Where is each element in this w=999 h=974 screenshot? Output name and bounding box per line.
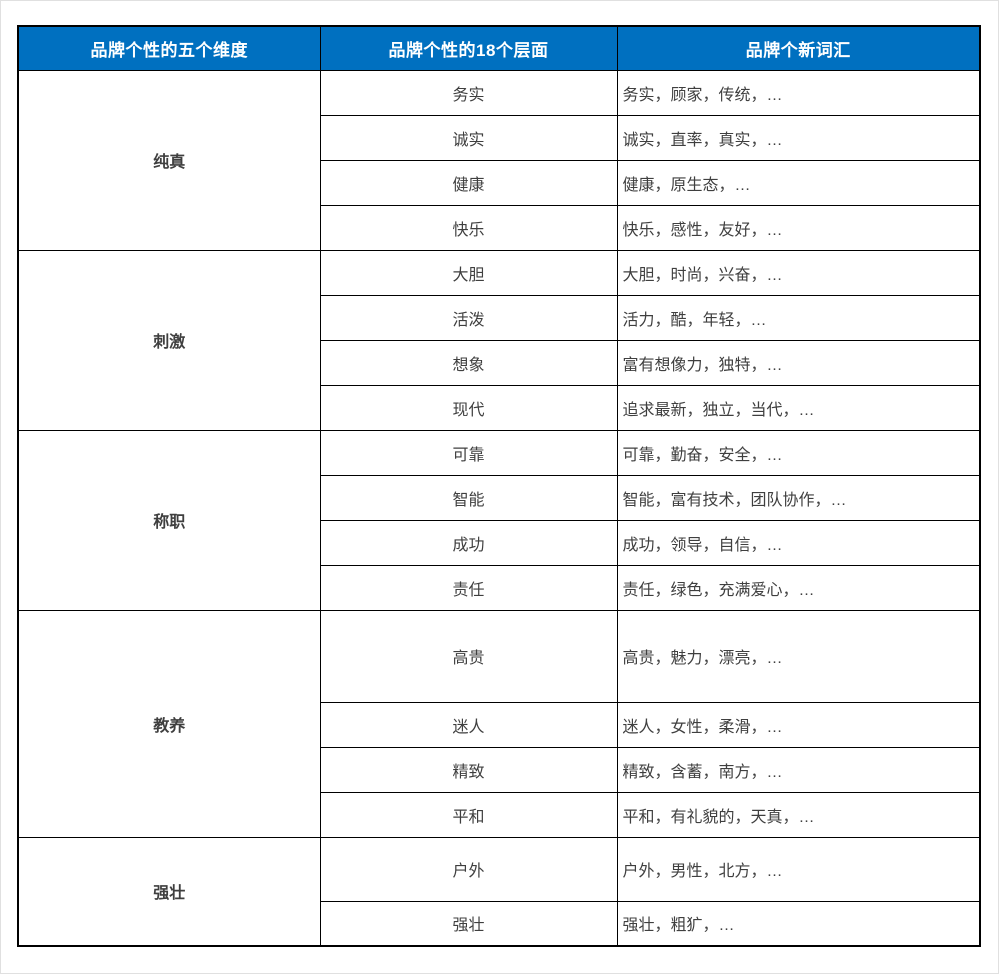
dimension-cell: 称职 [17,429,321,611]
facet-cell: 现代 [319,384,618,431]
words-cell: 活力，酷，年轻，… [616,294,981,341]
words-cell: 智能，富有技术，团队协作，… [616,474,981,521]
table-row: 想象 富有想像力，独特，… [18,339,981,386]
table-row: 诚实 诚实，直率，真实，… [18,114,981,161]
table-row: 精致 精致，含蓄，南方，… [18,746,981,793]
words-cell: 迷人，女性，柔滑，… [616,701,981,748]
table-row: 称职 可靠 可靠，勤奋，安全，… [17,429,981,611]
dimension-cell: 纯真 [17,69,321,251]
words-cell: 大胆，时尚，兴奋，… [616,249,981,296]
words-cell: 务实，顾家，传统，… [616,69,981,116]
facet-cell: 快乐 [319,204,618,251]
header-col-dimensions: 品牌个性的五个维度 [17,25,321,71]
facet-cell: 务实 [319,69,618,116]
facet-cell: 智能 [319,474,618,521]
table-row: 迷人 迷人，女性，柔滑，… [18,701,981,748]
header-col-words: 品牌个新词汇 [616,25,981,71]
table-row: 活泼 活力，酷，年轻，… [18,294,981,341]
header-col-facets: 品牌个性的18个层面 [319,25,618,71]
table-row: 刺激 大胆 大胆，时尚，兴奋，… [17,249,981,431]
words-cell: 强壮，粗犷，… [616,900,981,947]
table-row: 成功 成功，领导，自信，… [18,519,981,566]
facet-cell: 平和 [319,791,618,838]
table-row: 快乐 快乐，感性，友好，… [18,204,981,251]
table-row: 健康 健康，原生态，… [18,159,981,206]
table-row: 教养 高贵 高贵，魅力，漂亮，… [17,609,981,838]
words-cell: 快乐，感性，友好，… [616,204,981,251]
words-cell: 责任，绿色，充满爱心，… [616,564,981,611]
words-cell: 诚实，直率，真实，… [616,114,981,161]
table-row: 智能 智能，富有技术，团队协作，… [18,474,981,521]
words-cell: 成功，领导，自信，… [616,519,981,566]
facet-cell: 活泼 [319,294,618,341]
words-cell: 户外，男性，北方，… [616,836,981,902]
facet-cell: 大胆 [319,249,618,296]
words-cell: 平和，有礼貌的，天真，… [616,791,981,838]
table-row: 责任 责任，绿色，充满爱心，… [18,564,981,611]
facet-cell: 精致 [319,746,618,793]
table-row: 强壮 户外 户外，男性，北方，… [17,836,981,947]
table-row: 纯真 务实 务实，顾家，传统，… [17,69,981,251]
words-cell: 可靠，勤奋，安全，… [616,429,981,476]
facet-cell: 可靠 [319,429,618,476]
facet-cell: 高贵 [319,609,618,703]
dimension-cell: 强壮 [17,836,321,947]
facet-cell: 健康 [319,159,618,206]
dimension-cell: 教养 [17,609,321,838]
facet-cell: 想象 [319,339,618,386]
words-cell: 精致，含蓄，南方，… [616,746,981,793]
words-cell: 追求最新，独立，当代，… [616,384,981,431]
words-cell: 健康，原生态，… [616,159,981,206]
facet-cell: 户外 [319,836,618,902]
table-row: 强壮 强壮，粗犷，… [18,900,981,947]
facet-cell: 强壮 [319,900,618,947]
dimension-cell: 刺激 [17,249,321,431]
words-cell: 高贵，魅力，漂亮，… [616,609,981,703]
words-cell: 富有想像力，独特，… [616,339,981,386]
header-row: 品牌个性的五个维度 品牌个性的18个层面 品牌个新词汇 [17,25,981,71]
facet-cell: 迷人 [319,701,618,748]
brand-personality-table: 品牌个性的五个维度 品牌个性的18个层面 品牌个新词汇 纯真 务实 务实，顾家，传统… [17,25,981,947]
facet-cell: 成功 [319,519,618,566]
table-row: 平和 平和，有礼貌的，天真，… [18,791,981,838]
facet-cell: 责任 [319,564,618,611]
facet-cell: 诚实 [319,114,618,161]
table-row: 现代 追求最新，独立，当代，… [18,384,981,431]
